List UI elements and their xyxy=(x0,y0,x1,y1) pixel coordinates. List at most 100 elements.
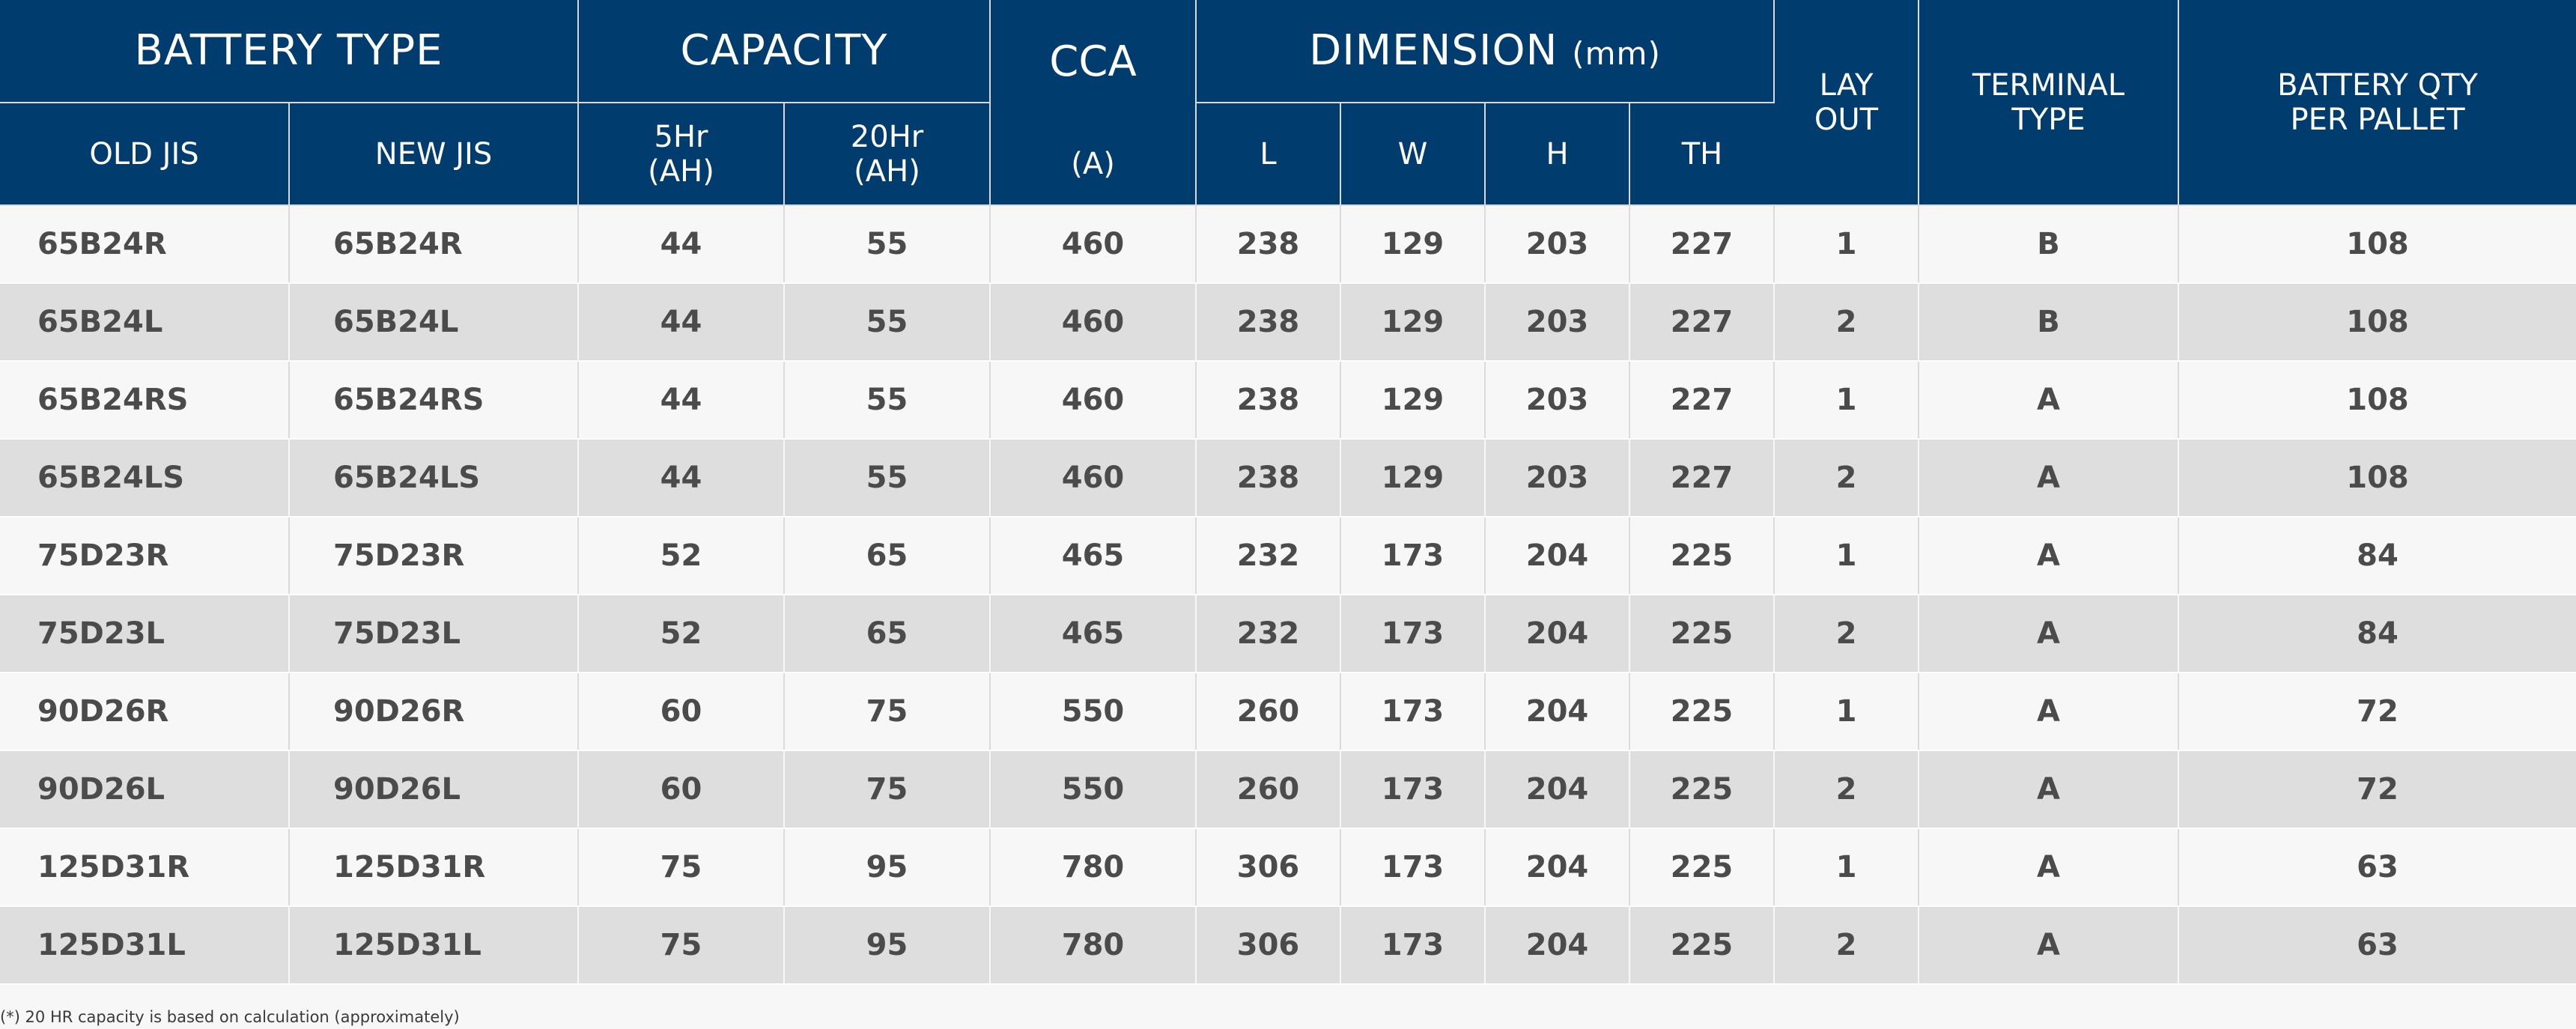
cell-dim-l: 238 xyxy=(1196,361,1342,440)
header-layout-line1: LAY xyxy=(1819,67,1874,103)
cell-old-jis: 65B24R xyxy=(0,205,290,284)
footnote: (*) 20 HR capacity is based on calculati… xyxy=(0,1008,460,1026)
cell-dim-h: 203 xyxy=(1485,205,1631,284)
cell-dim-h: 203 xyxy=(1485,283,1631,362)
cell-capacity-20hr: 95 xyxy=(784,906,991,985)
cell-cca: 465 xyxy=(990,595,1197,673)
cell-dim-w: 129 xyxy=(1340,439,1486,517)
cell-dim-h: 204 xyxy=(1485,673,1631,751)
cell-dim-l: 238 xyxy=(1196,205,1342,284)
table-row: 125D31L 125D31L 75 95 780 306 173 204 22… xyxy=(0,906,2576,985)
cell-terminal-type: A xyxy=(1919,828,2180,907)
cell-terminal-type: A xyxy=(1919,595,2180,673)
cell-dim-l: 306 xyxy=(1196,906,1342,985)
cell-old-jis: 90D26L xyxy=(0,750,290,829)
cell-cca: 460 xyxy=(990,205,1197,284)
header-dim-th: TH xyxy=(1629,103,1775,206)
cell-terminal-type: A xyxy=(1919,361,2180,440)
cell-capacity-20hr: 95 xyxy=(784,828,991,907)
header-cap20-line1: 20Hr xyxy=(850,119,924,154)
cell-terminal-type: A xyxy=(1919,517,2180,595)
cell-battery-qty: 72 xyxy=(2178,750,2576,829)
header-capacity: CAPACITY xyxy=(578,0,991,103)
cell-battery-qty: 72 xyxy=(2178,673,2576,751)
battery-spec-table: BATTERY TYPE CAPACITY CCA (A) DIMENSION … xyxy=(0,0,2576,985)
table-header: BATTERY TYPE CAPACITY CCA (A) DIMENSION … xyxy=(0,0,2576,206)
cell-battery-qty: 63 xyxy=(2178,906,2576,985)
header-old-jis: OLD JIS xyxy=(0,103,290,206)
cell-capacity-20hr: 55 xyxy=(784,205,991,284)
table-row: 75D23R 75D23R 52 65 465 232 173 204 225 … xyxy=(0,517,2576,595)
cell-dim-h: 204 xyxy=(1485,828,1631,907)
cell-dim-th: 225 xyxy=(1629,828,1775,907)
cell-dim-th: 225 xyxy=(1629,906,1775,985)
cell-battery-qty: 84 xyxy=(2178,517,2576,595)
cell-terminal-type: B xyxy=(1919,205,2180,284)
cell-dim-w: 129 xyxy=(1340,205,1486,284)
header-capacity-5hr: 5Hr (AH) xyxy=(578,103,785,206)
cell-dim-w: 173 xyxy=(1340,673,1486,751)
cell-battery-qty: 108 xyxy=(2178,439,2576,517)
header-dim-l: L xyxy=(1196,103,1342,206)
cell-dim-w: 173 xyxy=(1340,906,1486,985)
cell-cca: 780 xyxy=(990,906,1197,985)
cell-dim-th: 227 xyxy=(1629,283,1775,362)
header-layout-line2: OUT xyxy=(1814,102,1879,137)
header-cca-unit: (A) xyxy=(1071,146,1115,181)
table-row: 90D26R 90D26R 60 75 550 260 173 204 225 … xyxy=(0,673,2576,751)
cell-capacity-20hr: 55 xyxy=(784,361,991,440)
header-dim-h: H xyxy=(1485,103,1631,206)
cell-cca: 465 xyxy=(990,517,1197,595)
cell-new-jis: 65B24RS xyxy=(289,361,579,440)
header-battery-qty: BATTERY QTY PER PALLET xyxy=(2178,0,2576,206)
cell-capacity-5hr: 44 xyxy=(578,205,785,284)
cell-old-jis: 75D23L xyxy=(0,595,290,673)
cell-cca: 460 xyxy=(990,361,1197,440)
cell-capacity-5hr: 44 xyxy=(578,283,785,362)
cell-dim-l: 260 xyxy=(1196,673,1342,751)
cell-new-jis: 65B24LS xyxy=(289,439,579,517)
cell-capacity-5hr: 60 xyxy=(578,750,785,829)
header-terminal-line1: TERMINAL xyxy=(1972,67,2125,103)
table-row: 65B24R 65B24R 44 55 460 238 129 203 227 … xyxy=(0,205,2576,284)
cell-new-jis: 65B24L xyxy=(289,283,579,362)
cell-capacity-20hr: 65 xyxy=(784,595,991,673)
header-new-jis: NEW JIS xyxy=(289,103,579,206)
cell-new-jis: 125D31R xyxy=(289,828,579,907)
cell-dim-l: 232 xyxy=(1196,517,1342,595)
cell-dim-h: 204 xyxy=(1485,750,1631,829)
cell-battery-qty: 108 xyxy=(2178,205,2576,284)
header-capacity-20hr: 20Hr (AH) xyxy=(784,103,991,206)
cell-layout: 1 xyxy=(1774,828,1920,907)
cell-terminal-type: A xyxy=(1919,439,2180,517)
cell-dim-w: 173 xyxy=(1340,750,1486,829)
cell-capacity-5hr: 52 xyxy=(578,595,785,673)
cell-new-jis: 75D23L xyxy=(289,595,579,673)
header-layout: LAY OUT xyxy=(1774,0,1920,206)
cell-dim-th: 225 xyxy=(1629,595,1775,673)
cell-layout: 1 xyxy=(1774,673,1920,751)
cell-dim-th: 225 xyxy=(1629,673,1775,751)
cell-old-jis: 125D31R xyxy=(0,828,290,907)
cell-battery-qty: 108 xyxy=(2178,361,2576,440)
cell-dim-l: 232 xyxy=(1196,595,1342,673)
header-cca: CCA (A) xyxy=(990,0,1197,206)
cell-terminal-type: A xyxy=(1919,750,2180,829)
cell-dim-h: 203 xyxy=(1485,361,1631,440)
header-terminal-line2: TYPE xyxy=(2011,102,2086,137)
cell-capacity-20hr: 65 xyxy=(784,517,991,595)
table-row: 65B24LS 65B24LS 44 55 460 238 129 203 22… xyxy=(0,439,2576,517)
cell-old-jis: 65B24L xyxy=(0,283,290,362)
table-body: 65B24R 65B24R 44 55 460 238 129 203 227 … xyxy=(0,205,2576,985)
cell-battery-qty: 63 xyxy=(2178,828,2576,907)
cell-capacity-5hr: 60 xyxy=(578,673,785,751)
header-qty-line1: BATTERY QTY xyxy=(2277,67,2478,103)
cell-capacity-20hr: 75 xyxy=(784,673,991,751)
header-dim-w: W xyxy=(1340,103,1486,206)
cell-capacity-5hr: 75 xyxy=(578,828,785,907)
cell-capacity-5hr: 44 xyxy=(578,439,785,517)
cell-capacity-5hr: 44 xyxy=(578,361,785,440)
cell-capacity-20hr: 55 xyxy=(784,439,991,517)
cell-dim-h: 203 xyxy=(1485,439,1631,517)
cell-new-jis: 90D26L xyxy=(289,750,579,829)
